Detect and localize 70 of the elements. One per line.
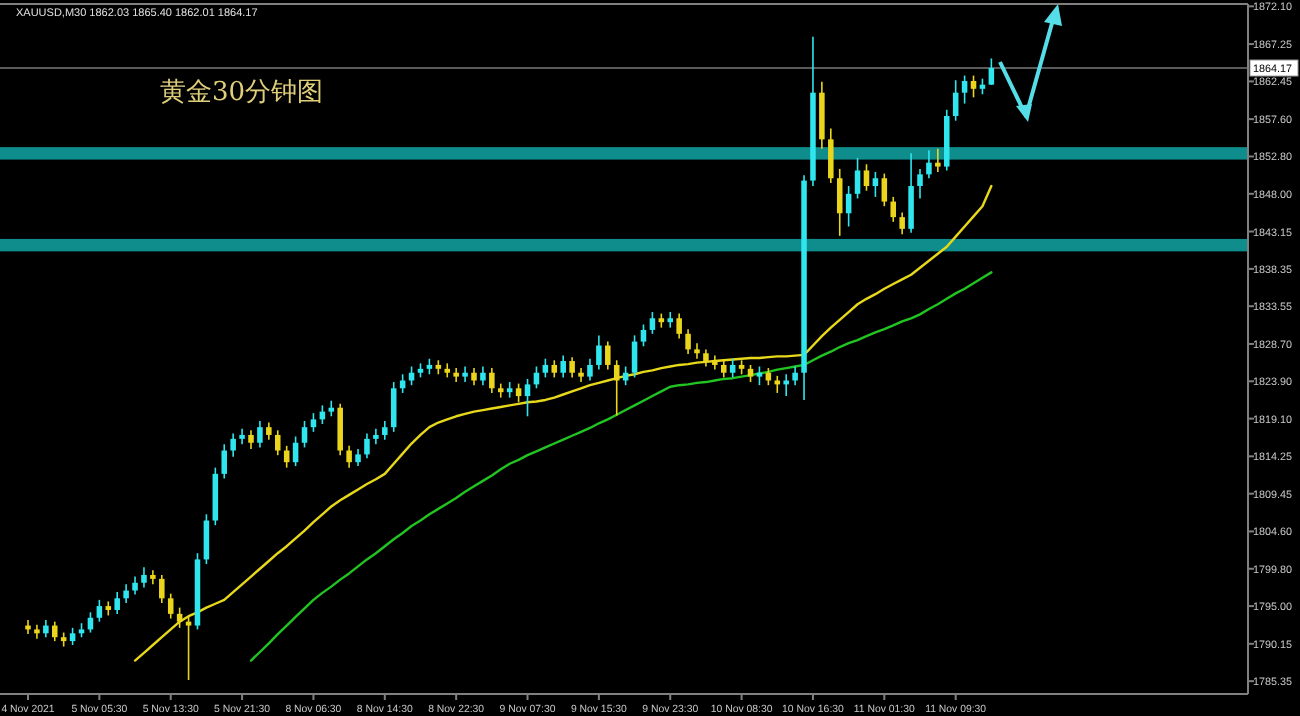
candlestick: [524, 378, 531, 418]
candlestick: [667, 311, 673, 329]
candlestick: [908, 152, 914, 234]
candlestick: [694, 342, 700, 360]
candlestick: [926, 149, 932, 180]
candlestick: [854, 157, 861, 200]
candlestick: [917, 168, 923, 200]
candlestick: [105, 600, 112, 617]
candlestick: [248, 429, 254, 450]
candlestick: [337, 403, 343, 456]
candlestick: [676, 312, 682, 340]
candlestick: [961, 74, 968, 105]
candlestick: [569, 356, 575, 379]
candlestick: [729, 357, 736, 379]
candlestick: [613, 359, 620, 417]
candlestick: [890, 196, 896, 223]
candlestick: [480, 365, 486, 386]
candlestick: [212, 466, 219, 526]
candlestick: [828, 127, 834, 184]
candlestick: [382, 420, 388, 441]
candlestick: [631, 334, 638, 379]
candlestick: [141, 566, 147, 589]
candlestick: [899, 211, 905, 236]
candlestick: [390, 381, 397, 433]
candlestick: [605, 340, 611, 371]
candlestick: [819, 80, 825, 150]
candlestick: [489, 367, 495, 394]
candlestick: [622, 365, 629, 386]
candlestick: [863, 163, 870, 192]
candlestick: [257, 420, 263, 449]
candlestick: [792, 365, 798, 386]
candlestick: [596, 334, 602, 371]
candlestick: [221, 443, 227, 480]
candlestick: [114, 591, 120, 615]
candlestick: [176, 606, 183, 629]
candlestick: [560, 354, 566, 379]
candlestick: [408, 365, 415, 386]
candlestick: [712, 354, 718, 371]
candlestick: [578, 367, 584, 383]
candlestick: [988, 57, 995, 86]
candlestick: [310, 412, 317, 433]
candlestick: [970, 74, 977, 99]
candlestick: [497, 382, 504, 399]
candlestick: [159, 574, 165, 604]
candlestick: [185, 616, 192, 681]
candlestick: [34, 623, 40, 640]
candlestick: [935, 147, 941, 173]
candlestick: [301, 420, 308, 449]
candlestick: [587, 357, 593, 382]
candlestick: [444, 362, 450, 379]
candlestick: [364, 432, 370, 460]
candlestick: [96, 599, 103, 623]
candlestick: [453, 367, 459, 383]
candlestick: [150, 569, 156, 586]
candlestick: [756, 365, 763, 386]
candlestick: [881, 172, 888, 208]
candlestick: [649, 311, 656, 335]
candlestick: [51, 620, 58, 642]
candlestick: [167, 592, 174, 620]
candlestick: [123, 583, 129, 604]
candlestick: [872, 171, 879, 198]
candlestick: [542, 357, 549, 379]
text: 黄金30分钟图: [160, 78, 324, 108]
candlestick: [836, 168, 843, 237]
candlestick: [346, 445, 352, 469]
candlestick: [274, 429, 281, 456]
candlestick: [640, 323, 647, 348]
candlestick: [515, 382, 522, 404]
candlestick: [685, 328, 691, 355]
candlestick: [230, 432, 236, 458]
